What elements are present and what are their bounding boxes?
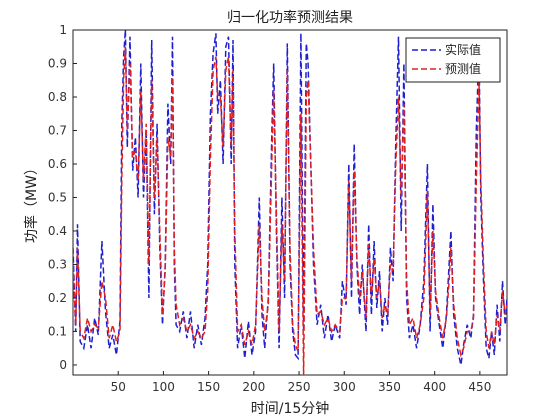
y-axis-label: 功率（MW） [23,161,40,243]
x-tick-label: 300 [333,380,356,394]
y-tick-label: 0.6 [48,157,67,171]
x-tick-label: 350 [378,380,401,394]
y-tick-label: 0.5 [48,190,67,204]
y-tick-label: 0.3 [48,257,67,271]
y-tick-label: 0 [59,358,67,372]
x-tick-label: 400 [423,380,446,394]
y-tick-label: 0.9 [48,56,67,70]
x-tick-label: 200 [242,380,265,394]
y-tick-label: 0.4 [48,224,67,238]
legend-label-actual: 实际值 [445,42,481,57]
x-tick-label: 150 [197,380,220,394]
plot-area [72,29,508,376]
x-tick-label: 50 [111,380,126,394]
legend-box [405,37,501,83]
series-layer [73,30,507,375]
y-tick-label: 0.2 [48,291,67,305]
legend-label-predicted: 预测值 [445,61,481,76]
y-tick-label: 1 [59,23,67,37]
chart-title: 归一化功率预测结果 [227,9,353,26]
y-axis: 0 0.1 0.2 0.3 0.4 0.5 0.6 0.7 0.8 0.9 1 [48,23,77,372]
predicted-series-line [73,46,507,375]
x-axis: 50 100 150 200 250 300 350 400 450 [111,371,491,394]
x-tick-label: 450 [468,380,491,394]
y-tick-label: 0.7 [48,123,67,137]
y-tick-label: 0.8 [48,90,67,104]
x-tick-label: 250 [288,380,311,394]
y-tick-label: 0.1 [48,324,67,338]
x-tick-label: 100 [152,380,175,394]
legend: 实际值 预测值 [405,37,501,83]
x-axis-label: 时间/15分钟 [251,400,330,417]
